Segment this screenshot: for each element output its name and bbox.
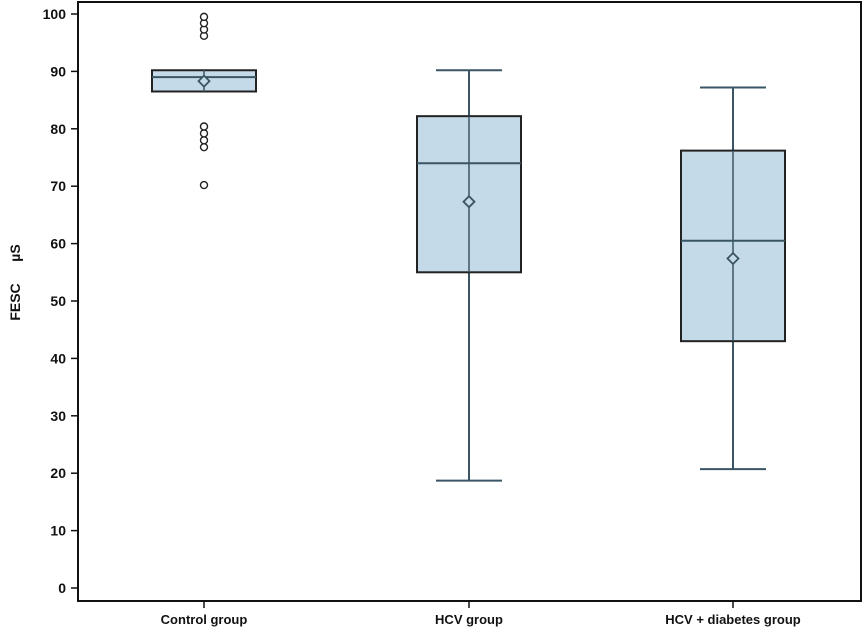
outlier-point	[199, 12, 209, 22]
y-tick-label: 40	[50, 350, 66, 366]
y-axis-title: FESC	[7, 283, 23, 320]
boxes-layer	[151, 12, 786, 482]
y-tick-label: 10	[50, 523, 66, 539]
x-tick-label: Control group	[161, 612, 248, 627]
mean-marker	[462, 194, 476, 209]
y-tick-label: 60	[50, 236, 66, 252]
box-group	[680, 86, 786, 471]
x-tick-label: HCV group	[435, 612, 503, 627]
x-axis: Control group HCV group HCV + diabetes gro…	[161, 601, 801, 627]
y-tick-label: 90	[50, 63, 66, 79]
mean-marker	[726, 251, 740, 266]
outlier-point	[199, 180, 209, 190]
y-tick-label: 0	[58, 580, 66, 596]
outlier-point	[199, 136, 209, 145]
box-group	[151, 12, 257, 190]
y-axis: 0 10 20 30 40 50 60 70 80 90 100	[43, 6, 78, 596]
box-group	[416, 69, 522, 482]
y-tick-label: 80	[50, 121, 66, 137]
y-tick-label: 70	[50, 178, 66, 194]
outlier-point	[199, 142, 209, 152]
outlier-point	[199, 122, 209, 131]
x-tick-label: HCV + diabetes group	[665, 612, 800, 627]
y-tick-label: 50	[50, 293, 66, 309]
mean-marker	[197, 74, 211, 88]
y-axis-unit: µS	[7, 244, 23, 261]
y-tick-label: 20	[50, 465, 66, 481]
outlier-point	[199, 129, 209, 138]
y-tick-label: 100	[43, 6, 67, 22]
y-tick-label: 30	[50, 408, 66, 424]
